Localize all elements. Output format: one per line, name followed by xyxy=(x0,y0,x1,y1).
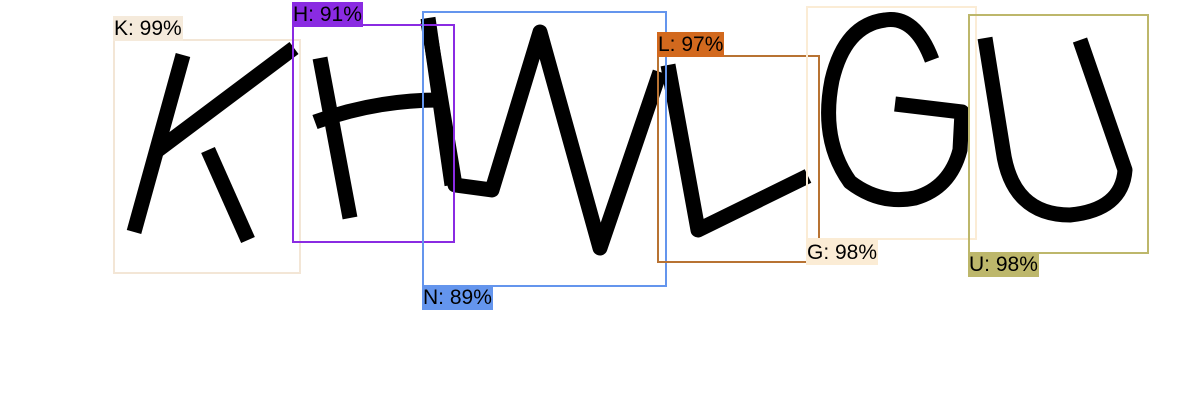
bbox-g xyxy=(806,6,977,240)
glyph-k xyxy=(126,42,299,244)
label-n: N: 89% xyxy=(422,285,493,310)
glyph-l xyxy=(660,63,812,238)
label-l: L: 97% xyxy=(657,32,725,57)
bbox-n xyxy=(422,11,667,287)
label-g: G: 98% xyxy=(806,240,879,265)
bbox-l xyxy=(657,55,820,263)
label-h: H: 91% xyxy=(292,2,363,27)
glyph-u xyxy=(977,36,1133,223)
bbox-k xyxy=(113,39,301,274)
glyph-n xyxy=(420,20,668,256)
label-u: U: 98% xyxy=(968,252,1039,277)
bbox-h xyxy=(292,24,455,243)
label-k: K: 99% xyxy=(113,16,183,41)
bbox-u xyxy=(968,14,1149,254)
glyph-g xyxy=(821,12,970,208)
